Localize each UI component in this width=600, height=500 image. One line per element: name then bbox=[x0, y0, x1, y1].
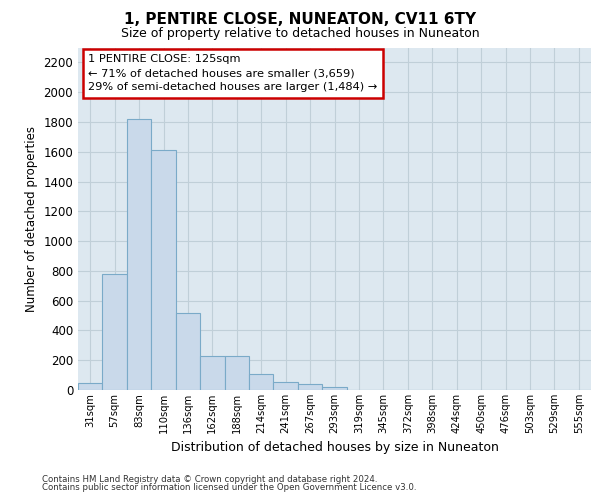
Bar bbox=[274, 382, 298, 390]
Text: Contains public sector information licensed under the Open Government Licence v3: Contains public sector information licen… bbox=[42, 484, 416, 492]
Bar bbox=[103, 274, 127, 390]
Bar bbox=[151, 150, 176, 390]
Text: Contains HM Land Registry data © Crown copyright and database right 2024.: Contains HM Land Registry data © Crown c… bbox=[42, 475, 377, 484]
Bar bbox=[298, 384, 322, 390]
Bar bbox=[249, 374, 274, 390]
Bar bbox=[200, 356, 224, 390]
Bar bbox=[224, 356, 249, 390]
Bar bbox=[127, 119, 151, 390]
Text: 1 PENTIRE CLOSE: 125sqm
← 71% of detached houses are smaller (3,659)
29% of semi: 1 PENTIRE CLOSE: 125sqm ← 71% of detache… bbox=[88, 54, 377, 92]
Bar bbox=[78, 382, 103, 390]
X-axis label: Distribution of detached houses by size in Nuneaton: Distribution of detached houses by size … bbox=[170, 442, 499, 454]
Text: 1, PENTIRE CLOSE, NUNEATON, CV11 6TY: 1, PENTIRE CLOSE, NUNEATON, CV11 6TY bbox=[124, 12, 476, 28]
Bar bbox=[176, 312, 200, 390]
Text: Size of property relative to detached houses in Nuneaton: Size of property relative to detached ho… bbox=[121, 28, 479, 40]
Y-axis label: Number of detached properties: Number of detached properties bbox=[25, 126, 38, 312]
Bar bbox=[322, 387, 347, 390]
